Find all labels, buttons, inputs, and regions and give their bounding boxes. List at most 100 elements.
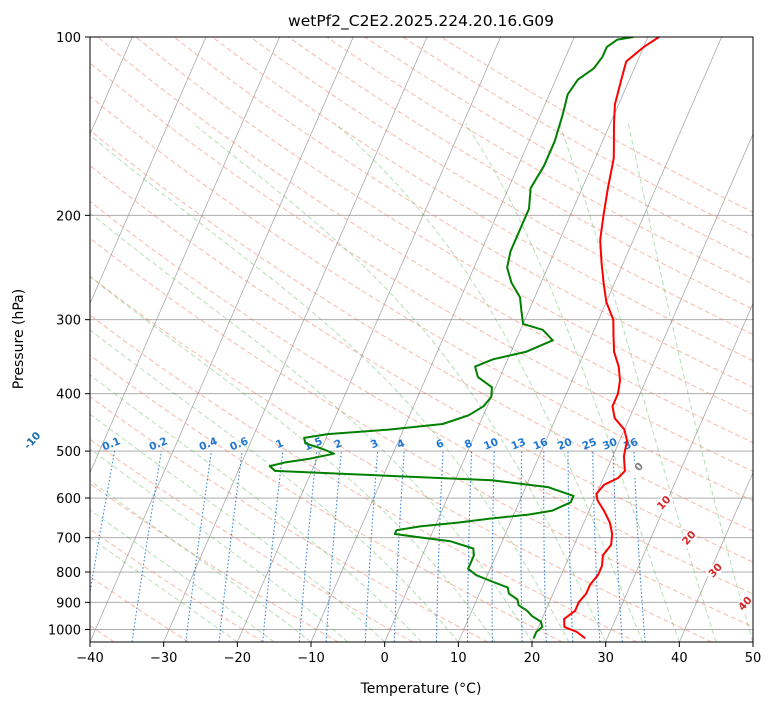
label-backdrop xyxy=(653,492,674,514)
label-backdrop xyxy=(734,593,756,614)
temperature-profile xyxy=(563,37,660,640)
mixing-ratio-label: 3 xyxy=(369,437,380,451)
x-tick-label: 50 xyxy=(745,651,762,666)
label-backdrop xyxy=(18,426,46,455)
mixing-ratio-line xyxy=(466,451,473,642)
x-tick-label: 0 xyxy=(381,651,389,666)
mixing-ratio-line xyxy=(435,451,444,642)
mixing-ratio-line xyxy=(364,451,379,642)
dry-adiabat-line xyxy=(90,354,563,642)
isotherm-line xyxy=(605,302,753,642)
moist-adiabat-line xyxy=(90,413,386,642)
isotherm-line xyxy=(90,37,354,642)
dry-adiabat-line xyxy=(135,37,753,416)
moist-adiabat-line xyxy=(465,123,680,642)
mixing-ratio-label: 20 xyxy=(556,436,574,453)
mixing-ratio-label: 10 xyxy=(482,436,500,453)
y-tick-label: 100 xyxy=(56,31,81,46)
mixing-ratio-label: 2 xyxy=(333,437,344,451)
mixing-ratio-line xyxy=(491,451,495,642)
moist-adiabat-line xyxy=(90,276,496,642)
moist-adiabat-line xyxy=(90,448,349,642)
profiles xyxy=(268,37,660,640)
y-tick-label: 500 xyxy=(56,445,81,460)
dry-adiabat-line xyxy=(90,438,414,642)
mixing-ratio-line xyxy=(543,451,547,642)
mixing-ratio-line xyxy=(633,451,646,642)
y-tick-label: 700 xyxy=(56,532,81,547)
mixing-ratio-label: 13 xyxy=(510,436,528,453)
dewpoint-profile xyxy=(268,37,634,639)
moist-adiabat-line xyxy=(90,134,570,642)
mixing-ratio-line xyxy=(612,451,623,642)
moist-adiabat-line xyxy=(90,212,533,642)
plot-frame xyxy=(89,36,754,643)
mixing-ratio-label: 8 xyxy=(463,437,474,451)
isotherm-line xyxy=(90,37,207,305)
isotherm-line xyxy=(531,133,753,642)
label-backdrop xyxy=(628,456,649,478)
mixing-ratio-line xyxy=(325,451,342,642)
x-tick-label: 40 xyxy=(671,651,688,666)
label-backdrop xyxy=(678,527,700,549)
line-labels: 0.10.20.40.611.52346810131620253036-100-… xyxy=(18,426,756,614)
moist-adiabat-line xyxy=(90,374,422,642)
isotherm-line xyxy=(458,37,722,642)
moist-adiabat-line xyxy=(334,123,643,642)
dry-adiabat-line xyxy=(173,37,753,388)
mixing-ratio-label: 6 xyxy=(434,437,445,451)
mixing-ratio-label: 16 xyxy=(532,436,550,453)
x-axis-label: Temperature (°C) xyxy=(360,681,482,697)
isotherm-line xyxy=(237,37,501,642)
dry-adiabat-line xyxy=(90,95,753,502)
dry-adiabat-line xyxy=(90,396,488,642)
moist-adiabat-line xyxy=(90,479,312,642)
mixing-ratio-label: 4 xyxy=(395,437,406,451)
moist-adiabat-line xyxy=(558,123,717,642)
isotherm-line xyxy=(679,471,753,642)
isotherm-line xyxy=(163,37,428,642)
mixing-ratio-label: 30 xyxy=(601,436,619,453)
isotherm-line xyxy=(384,37,649,642)
chart-title: wetPf2_C2E2.2025.224.20.16.G09 xyxy=(288,12,554,31)
dry-adiabat-line xyxy=(326,37,753,285)
x-axis-ticks: −40 −30 −20 −10 0 10 20 30 40 50 xyxy=(76,642,761,666)
y-tick-label: 300 xyxy=(56,314,81,329)
x-tick-label: 30 xyxy=(597,651,614,666)
dry-adiabat-line xyxy=(90,200,753,595)
moist-adiabat-label: 0 xyxy=(628,456,649,478)
x-tick-label: −30 xyxy=(150,651,177,666)
dry-adiabat-line xyxy=(90,237,753,628)
y-axis-ticks: 1000 900 800 700 600 500 400 300 200 100 xyxy=(48,31,90,638)
y-tick-label: 1000 xyxy=(48,623,81,638)
y-axis-label: Pressure (hPa) xyxy=(11,289,27,389)
y-tick-label: 200 xyxy=(56,209,81,224)
dry-adiabat-line xyxy=(90,129,753,532)
y-tick-label: 900 xyxy=(56,596,81,611)
plot-area xyxy=(90,37,753,642)
dry-adiabat-line xyxy=(97,37,753,444)
label-backdrop xyxy=(705,559,726,581)
dry-adiabat-line xyxy=(90,314,638,642)
mixing-ratio-line xyxy=(520,451,523,642)
mixing-ratio-label: 25 xyxy=(581,436,599,453)
isotherm-line xyxy=(310,37,575,642)
isotherm-line xyxy=(90,37,280,474)
x-tick-label: −40 xyxy=(76,651,103,666)
moist-adiabat-line xyxy=(90,329,459,642)
mixing-ratio-line xyxy=(393,451,405,642)
mixing-ratio-label: 1 xyxy=(274,437,285,451)
mixing-ratio-line xyxy=(567,451,574,642)
moist-adiabat-line xyxy=(192,123,607,642)
x-tick-label: 20 xyxy=(524,651,541,666)
mixing-ratio-line xyxy=(592,451,601,642)
y-tick-label: 400 xyxy=(56,388,81,403)
y-tick-label: 800 xyxy=(56,566,81,581)
x-tick-label: −10 xyxy=(297,651,324,666)
x-tick-label: 10 xyxy=(450,651,467,666)
y-tick-label: 600 xyxy=(56,492,81,507)
dry-adiabat-line xyxy=(90,275,712,642)
dry-adiabat-line xyxy=(90,164,753,563)
background-lines xyxy=(90,37,753,642)
